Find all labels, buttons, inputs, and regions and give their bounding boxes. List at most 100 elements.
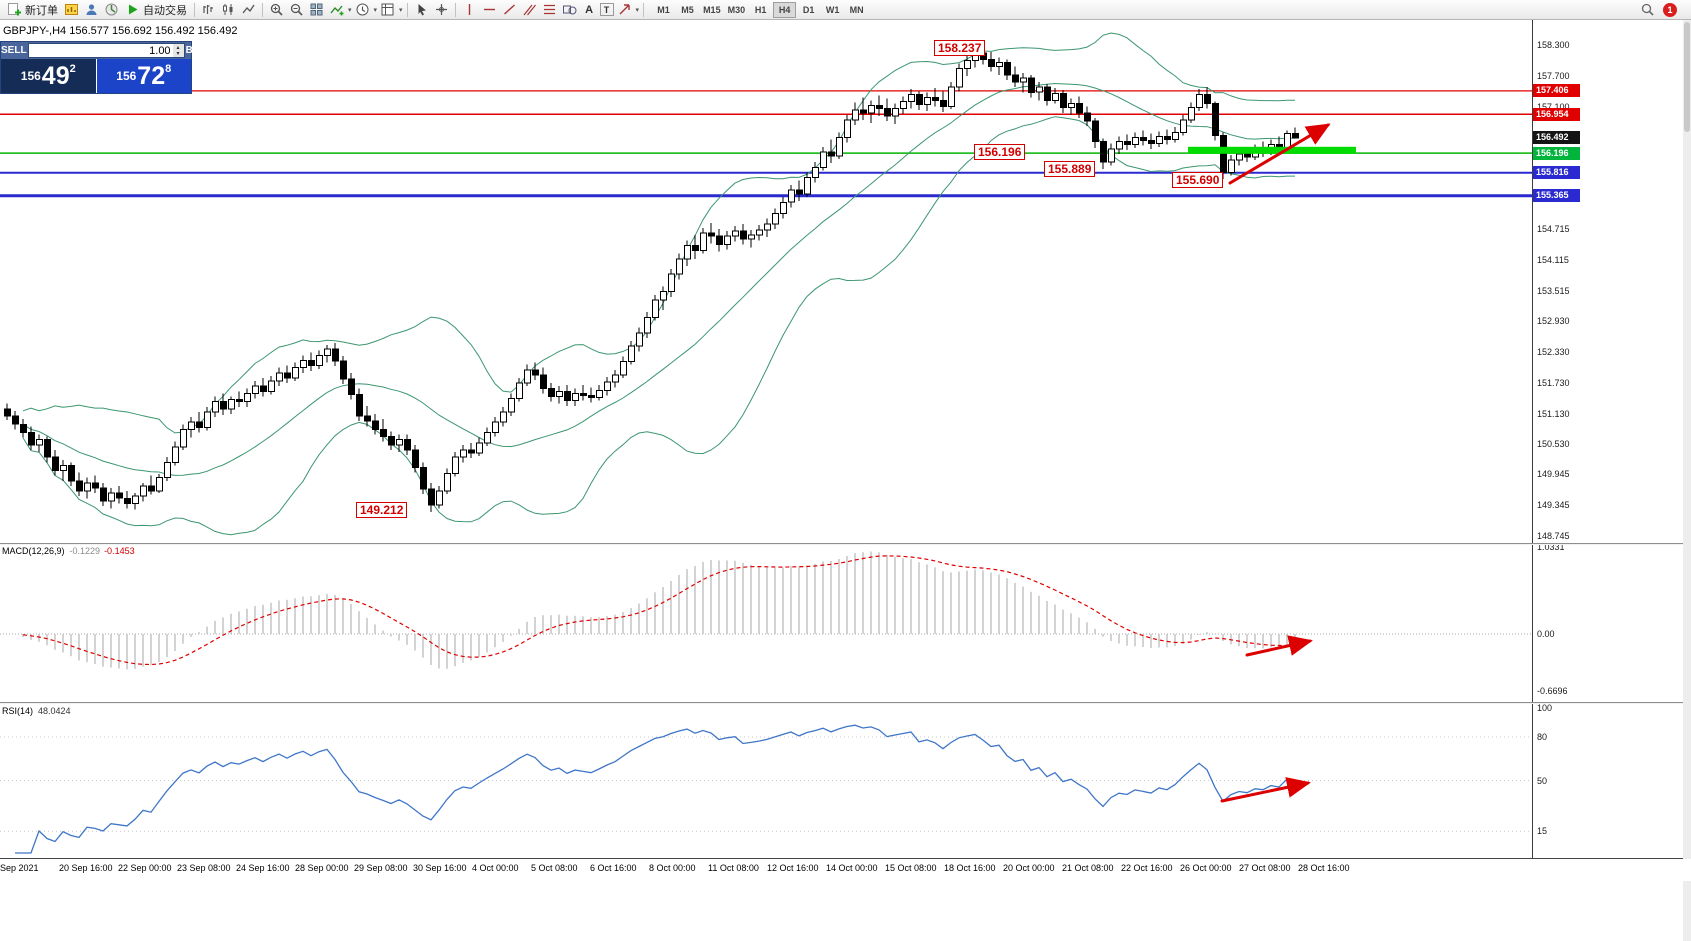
- time-axis[interactable]: Sep 2021 20 Sep 16:00 22 Sep 00:00 23 Sep 0…: [0, 859, 1691, 881]
- shapes-tool-icon[interactable]: [560, 1, 579, 19]
- price-annotation[interactable]: 158.237: [934, 40, 986, 56]
- cursor-icon[interactable]: [412, 1, 431, 19]
- x-axis-label: 15 Oct 08:00: [885, 863, 937, 873]
- fibonacci-tool-icon[interactable]: [540, 1, 559, 19]
- auto-trading-button[interactable]: 自动交易: [122, 1, 190, 19]
- macd-plot[interactable]: [0, 545, 1532, 702]
- scrollbar[interactable]: [1683, 20, 1691, 941]
- channel-tool-icon[interactable]: [520, 1, 539, 19]
- horizontal-line-tool-icon[interactable]: [480, 1, 499, 19]
- macd-value-main: -0.1229: [69, 546, 101, 556]
- zoom-out-icon[interactable]: [287, 1, 306, 19]
- price-annotation[interactable]: 149.212: [356, 502, 408, 518]
- x-axis-label: 8 Oct 00:00: [649, 863, 696, 873]
- trend-arrow[interactable]: [1220, 777, 1311, 803]
- buy-header[interactable]: BUY: [185, 45, 207, 56]
- price-scale[interactable]: 158.300 157.700 157.100 154.715 154.115 153.5…: [1532, 20, 1683, 858]
- chevron-down-icon[interactable]: ▾: [348, 6, 352, 14]
- y-axis-tick: 152.930: [1537, 316, 1570, 326]
- stepper-down-icon[interactable]: ▾: [176, 50, 180, 57]
- toolbar-separator: [643, 2, 645, 17]
- y-axis-tick: 157.700: [1537, 70, 1570, 81]
- y-axis-tick: 150.530: [1537, 439, 1570, 450]
- timeframe-M5[interactable]: M5: [681, 4, 694, 15]
- search-icon[interactable]: [1638, 1, 1657, 19]
- x-axis-label: 30 Sep 16:00: [413, 863, 467, 873]
- timeframe-H1[interactable]: H1: [754, 4, 767, 15]
- y-axis-tick: 148.745: [1537, 531, 1570, 541]
- x-axis-label: 5 Oct 08:00: [531, 863, 578, 873]
- y-axis-tick: 151.130: [1537, 408, 1570, 419]
- chevron-down-icon[interactable]: ▾: [635, 6, 640, 14]
- sell-price-frac: 2: [69, 63, 76, 75]
- volume-stepper[interactable]: ▴ ▾: [172, 44, 184, 57]
- sell-button[interactable]: 156 49 2: [1, 59, 96, 93]
- price-annotation[interactable]: 155.690: [1172, 172, 1224, 188]
- navigator-icon[interactable]: [102, 1, 121, 19]
- trend-arrow[interactable]: [1245, 635, 1313, 657]
- trendline-tool-icon[interactable]: [500, 1, 519, 19]
- auto-trading-label: 自动交易: [143, 4, 187, 17]
- price-annotation[interactable]: 156.196: [974, 144, 1026, 160]
- macd-name: MACD(12,26,9): [2, 546, 65, 556]
- macd-label: MACD(12,26,9) -0.1229 -0.1453: [2, 546, 135, 556]
- main-chart-plot[interactable]: [0, 20, 1532, 543]
- timeframe-M1[interactable]: M1: [657, 4, 670, 15]
- line-chart-type-icon[interactable]: [239, 1, 258, 19]
- timeframe-MN[interactable]: MN: [849, 4, 864, 15]
- x-axis-line: [0, 858, 1683, 859]
- bar-chart-type-icon[interactable]: [199, 1, 218, 19]
- timeframe-H4[interactable]: H4: [773, 1, 797, 18]
- window-separator[interactable]: [0, 543, 1683, 545]
- zoom-in-icon[interactable]: [267, 1, 286, 19]
- crosshair-icon[interactable]: [432, 1, 451, 19]
- rsi-plot[interactable]: [0, 704, 1532, 858]
- notification-badge[interactable]: 1: [1663, 2, 1677, 17]
- price-annotation[interactable]: 155.889: [1044, 161, 1096, 177]
- sell-header[interactable]: SELL: [1, 45, 27, 56]
- timeframe-M30[interactable]: M30: [727, 4, 746, 15]
- chart-ohlc-title: GBPJPY-,H4 156.577 156.692 156.492 156.4…: [3, 25, 238, 37]
- y-axis-tick: 149.945: [1537, 469, 1570, 480]
- stepper-up-icon[interactable]: ▴: [176, 44, 180, 51]
- horizontal-lines: [0, 90, 1532, 198]
- trend-arrow[interactable]: [1228, 123, 1331, 185]
- x-axis-label: 27 Oct 08:00: [1239, 863, 1291, 873]
- arrows-tool-icon[interactable]: [615, 1, 634, 19]
- y-axis-tick: 158.300: [1537, 40, 1570, 50]
- add-indicator-icon[interactable]: [327, 1, 346, 19]
- templates-icon[interactable]: [378, 1, 397, 19]
- window-separator[interactable]: [0, 702, 1683, 704]
- timeframe-group: M1 M5 M15 M30 H1 H4 D1 W1 MN: [652, 1, 868, 18]
- timeframe-W1[interactable]: W1: [825, 4, 840, 15]
- chevron-down-icon[interactable]: ▾: [373, 6, 378, 14]
- toolbar-separator: [454, 2, 456, 17]
- timeframe-D1[interactable]: D1: [802, 4, 815, 15]
- toolbar-separator: [406, 2, 408, 17]
- macd-scale-label: -0.6696: [1537, 686, 1568, 696]
- new-order-button[interactable]: 新订单: [4, 1, 61, 19]
- macd-signal-line: [22, 555, 1296, 666]
- market-watch-icon[interactable]: [82, 1, 101, 19]
- charts-profile-icon[interactable]: [62, 1, 81, 19]
- x-axis-label: 11 Oct 08:00: [708, 863, 759, 873]
- text-label-tool-icon[interactable]: T: [599, 3, 614, 16]
- trade-panel-prices: 156 49 2 156 72 8: [1, 59, 191, 93]
- tile-windows-icon[interactable]: [307, 1, 326, 19]
- macd-histogram: [22, 551, 1296, 670]
- scrollbar-thumb[interactable]: [1684, 22, 1690, 132]
- chevron-down-icon[interactable]: ▾: [399, 6, 403, 14]
- rsi-name: RSI(14): [2, 706, 34, 716]
- toolbar-separator: [262, 2, 263, 17]
- candlestick-type-icon[interactable]: [219, 1, 238, 19]
- periods-clock-icon[interactable]: [353, 1, 372, 19]
- timeframe-M15[interactable]: M15: [703, 4, 721, 15]
- toolbar: 新订单 自动交易 ▾ ▾ ▾ A T ▾ M1 M5 M15 M30 H1 H: [0, 0, 1691, 20]
- buy-button[interactable]: 156 72 8: [95, 59, 191, 93]
- volume-input[interactable]: [28, 44, 173, 57]
- support-zone-bar[interactable]: [1188, 146, 1356, 154]
- text-tool-icon[interactable]: A: [585, 3, 594, 16]
- vertical-line-tool-icon[interactable]: [460, 1, 479, 19]
